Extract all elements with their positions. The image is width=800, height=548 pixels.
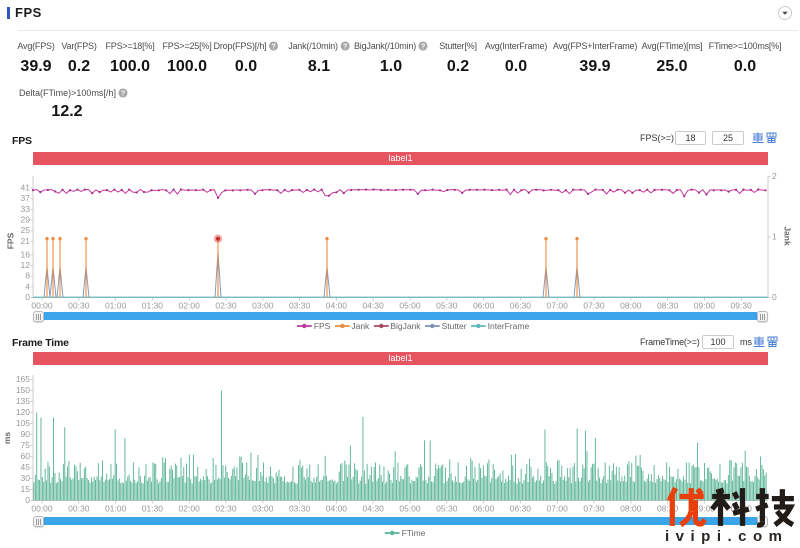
svg-text:01:00: 01:00 <box>105 301 127 311</box>
svg-text:37: 37 <box>21 193 31 203</box>
svg-text:08:30: 08:30 <box>657 504 679 514</box>
svg-text:0: 0 <box>25 495 30 505</box>
svg-text:12: 12 <box>21 260 31 270</box>
svg-text:00:30: 00:30 <box>68 301 90 311</box>
svg-text:08:00: 08:00 <box>620 504 642 514</box>
svg-text:03:00: 03:00 <box>252 504 274 514</box>
svg-text:90: 90 <box>21 429 31 439</box>
svg-text:04:00: 04:00 <box>326 301 348 311</box>
svg-text:135: 135 <box>16 396 30 406</box>
svg-text:21: 21 <box>21 236 31 246</box>
svg-text:03:30: 03:30 <box>289 301 311 311</box>
svg-text:01:30: 01:30 <box>142 301 164 311</box>
svg-text:07:30: 07:30 <box>583 504 605 514</box>
svg-text:?: ? <box>343 41 348 50</box>
svg-text:05:00: 05:00 <box>399 504 421 514</box>
svg-text:75: 75 <box>21 440 31 450</box>
svg-text:00:30: 00:30 <box>68 504 90 514</box>
svg-text:09:30: 09:30 <box>731 301 753 311</box>
svg-text:06:00: 06:00 <box>473 301 495 311</box>
svg-text:06:30: 06:30 <box>510 301 532 311</box>
svg-text:02:00: 02:00 <box>179 504 201 514</box>
svg-text:16: 16 <box>21 249 31 259</box>
svg-text:03:00: 03:00 <box>252 301 274 311</box>
svg-text:04:00: 04:00 <box>326 504 348 514</box>
svg-text:2: 2 <box>772 171 777 181</box>
svg-text:?: ? <box>121 88 126 97</box>
svg-text:15: 15 <box>21 484 31 494</box>
svg-text:01:30: 01:30 <box>142 504 164 514</box>
svg-text:?: ? <box>271 41 276 50</box>
svg-text:33: 33 <box>21 204 31 214</box>
svg-text:8: 8 <box>25 271 30 281</box>
svg-text:?: ? <box>421 41 426 50</box>
svg-text:04:30: 04:30 <box>363 301 385 311</box>
svg-text:ivipi.com: ivipi.com <box>665 528 789 545</box>
svg-text:25: 25 <box>21 225 31 235</box>
svg-text:07:00: 07:00 <box>547 504 569 514</box>
svg-text:04:30: 04:30 <box>363 504 385 514</box>
svg-text:06:30: 06:30 <box>510 504 532 514</box>
svg-text:1: 1 <box>772 231 777 241</box>
svg-text:09:00: 09:00 <box>694 301 716 311</box>
svg-text:4: 4 <box>25 281 30 291</box>
svg-text:08:00: 08:00 <box>620 301 642 311</box>
svg-text:08:30: 08:30 <box>657 301 679 311</box>
svg-text:05:30: 05:30 <box>436 504 458 514</box>
svg-text:07:30: 07:30 <box>583 301 605 311</box>
svg-text:00:00: 00:00 <box>31 504 53 514</box>
svg-text:60: 60 <box>21 451 31 461</box>
svg-text:09:00: 09:00 <box>694 504 716 514</box>
svg-text:165: 165 <box>16 374 30 384</box>
svg-text:03:30: 03:30 <box>289 504 311 514</box>
svg-text:02:30: 02:30 <box>215 504 237 514</box>
svg-text:30: 30 <box>21 473 31 483</box>
svg-text:0: 0 <box>772 292 777 302</box>
svg-text:45: 45 <box>21 462 31 472</box>
svg-text:06:00: 06:00 <box>473 504 495 514</box>
svg-text:120: 120 <box>16 407 30 417</box>
svg-text:105: 105 <box>16 418 30 428</box>
svg-text:05:00: 05:00 <box>399 301 421 311</box>
svg-text:150: 150 <box>16 385 30 395</box>
svg-text:29: 29 <box>21 215 31 225</box>
svg-text:41: 41 <box>21 183 31 193</box>
svg-text:02:30: 02:30 <box>215 301 237 311</box>
svg-text:0: 0 <box>25 292 30 302</box>
svg-text:02:00: 02:00 <box>179 301 201 311</box>
svg-text:01:00: 01:00 <box>105 504 127 514</box>
svg-text:07:00: 07:00 <box>547 301 569 311</box>
svg-text:05:30: 05:30 <box>436 301 458 311</box>
svg-text:00:00: 00:00 <box>31 301 53 311</box>
